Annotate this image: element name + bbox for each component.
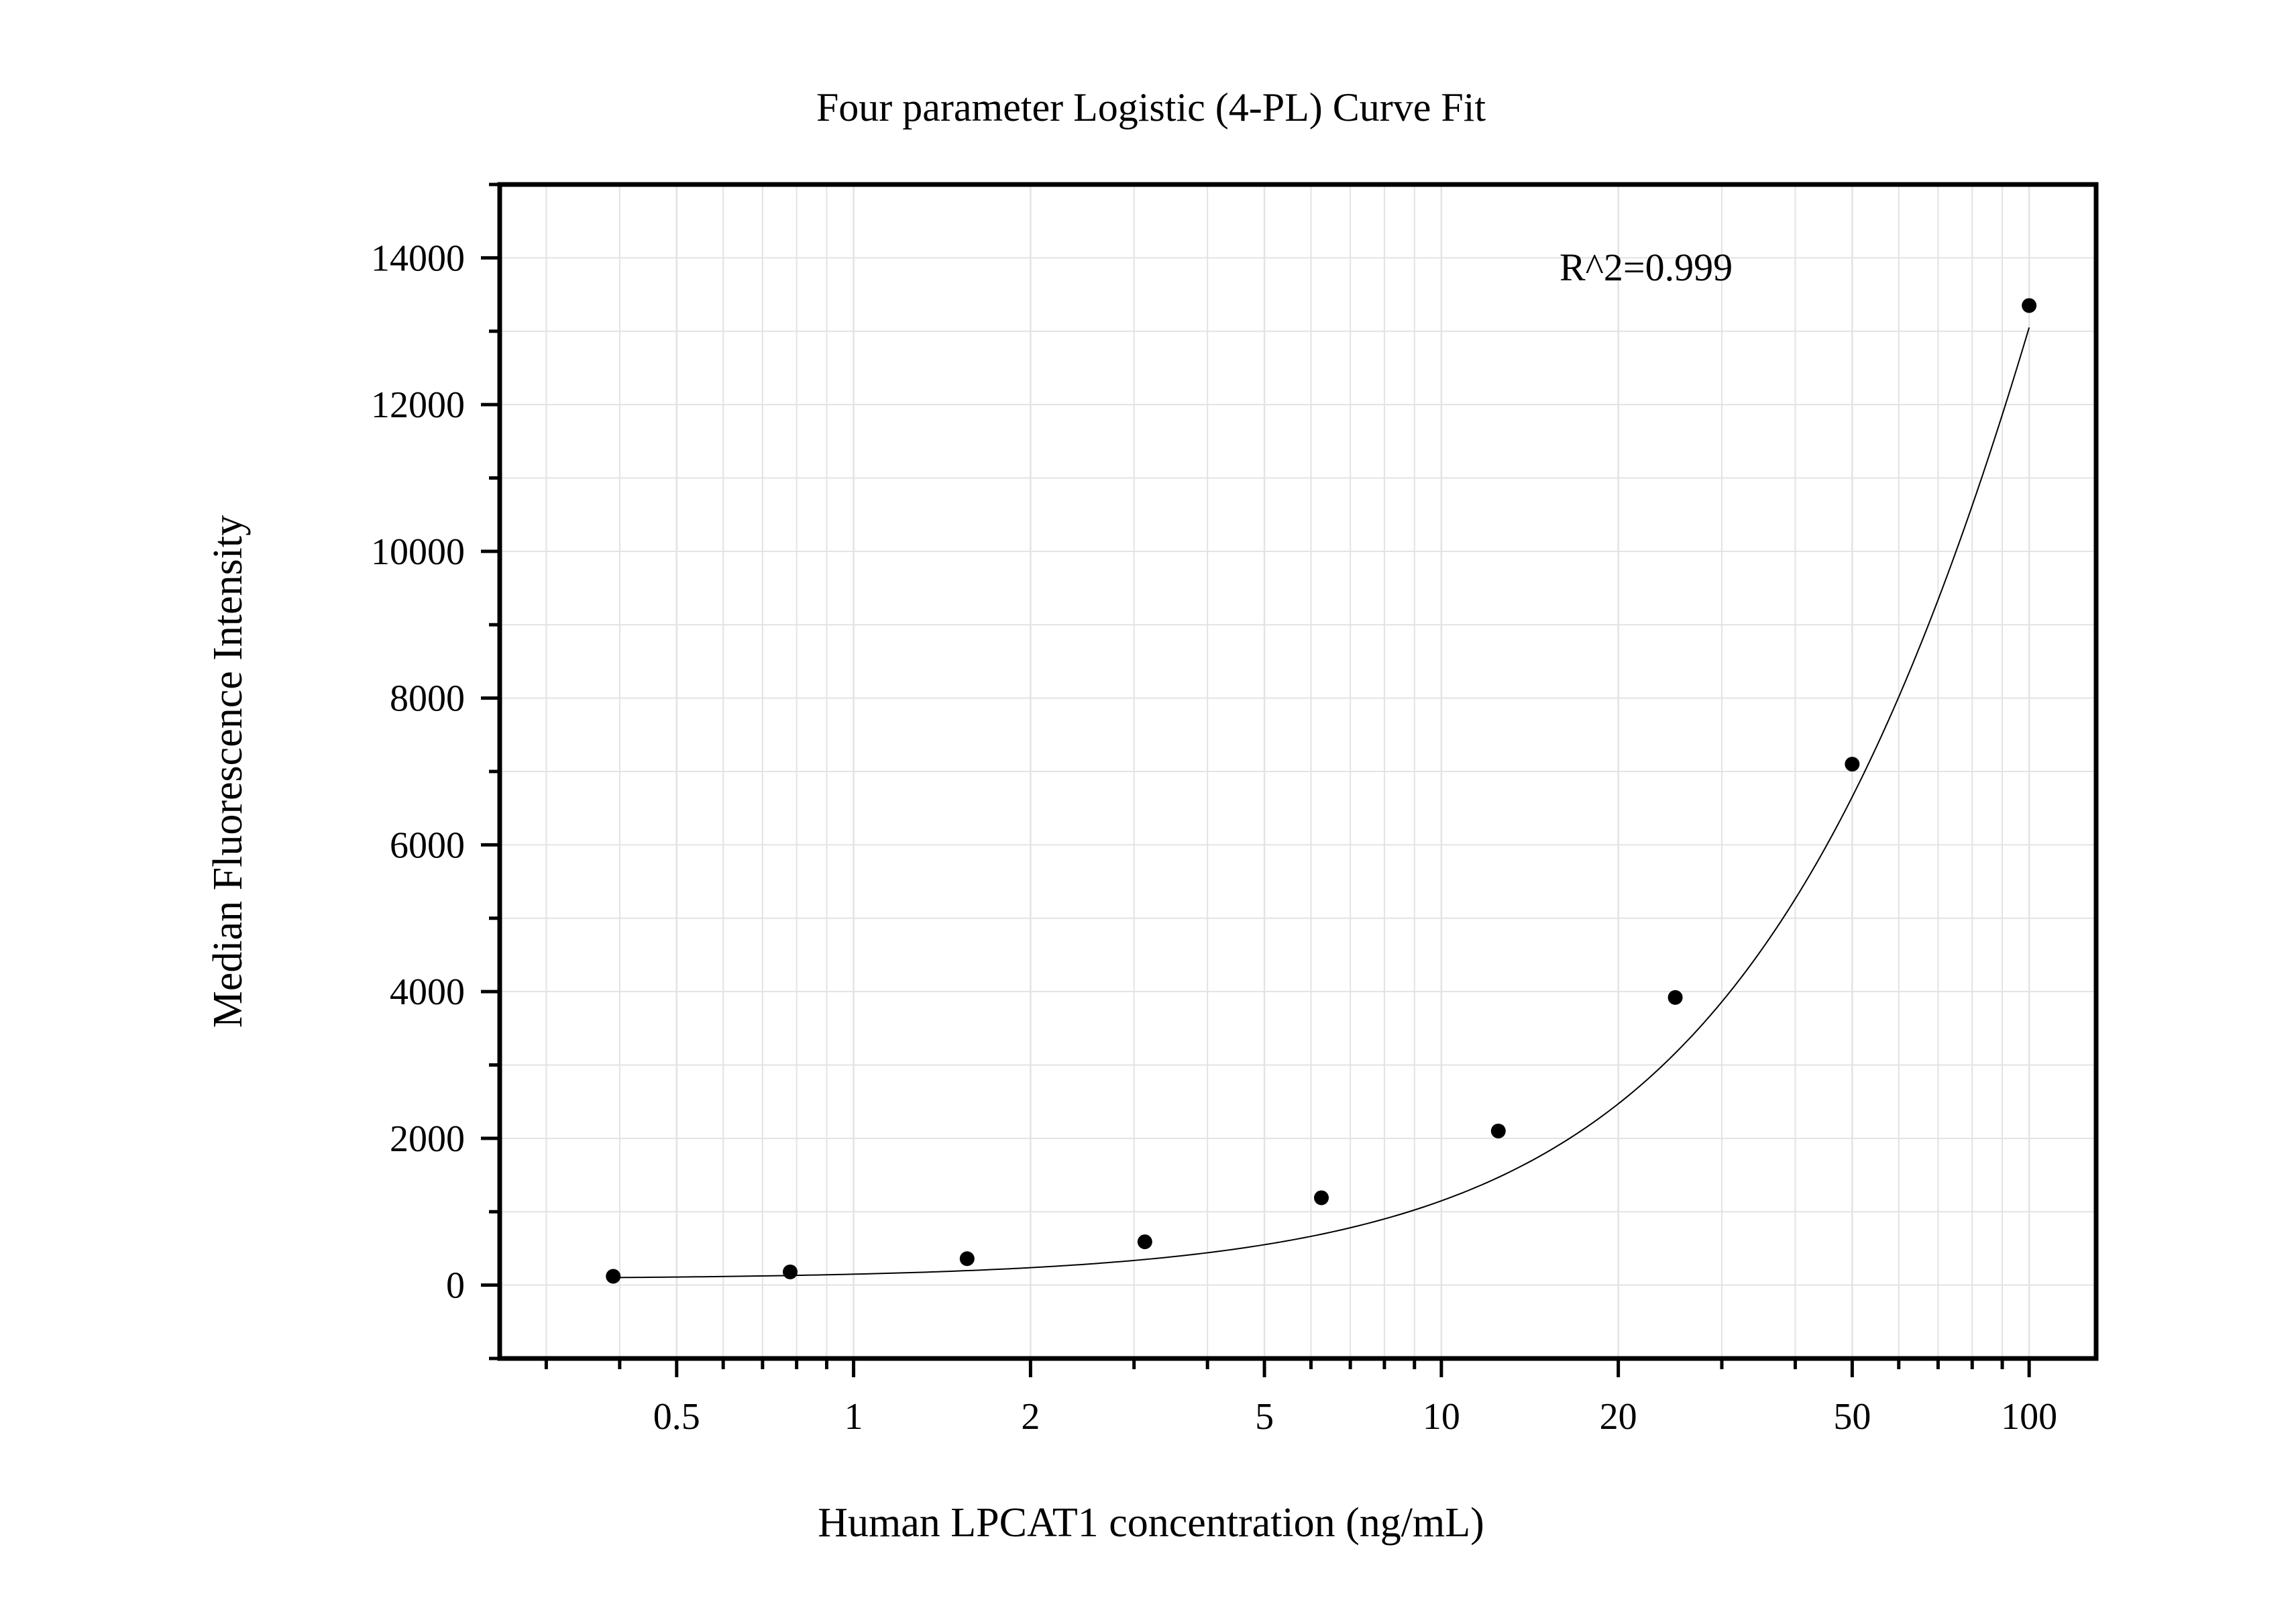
chart-title: Four parameter Logistic (4-PL) Curve Fit bbox=[816, 85, 1486, 129]
y-tick-label: 10000 bbox=[371, 531, 465, 573]
data-points bbox=[606, 298, 2037, 1284]
data-point bbox=[1490, 1123, 1506, 1138]
data-point bbox=[959, 1251, 975, 1267]
fit-curve bbox=[613, 327, 2030, 1279]
data-point bbox=[1313, 1190, 1329, 1206]
r-squared-annotation: R^2=0.999 bbox=[1560, 246, 1733, 289]
y-tick-label: 8000 bbox=[390, 678, 465, 720]
x-tick-label: 0.5 bbox=[653, 1396, 700, 1438]
axis-ticks bbox=[481, 182, 2031, 1377]
y-tick-label: 14000 bbox=[371, 237, 465, 279]
x-tick-label: 5 bbox=[1255, 1396, 1274, 1438]
y-tick-labels: 0 2000 4000 6000 8000 10000 12000 14000 bbox=[371, 237, 465, 1306]
x-tick-labels: 0.5 1 2 5 10 20 50 100 bbox=[653, 1396, 2057, 1438]
y-axis-label: Median Fluorescence Intensity bbox=[205, 515, 251, 1028]
y-tick-label: 12000 bbox=[371, 384, 465, 426]
x-tick-label: 1 bbox=[844, 1396, 863, 1438]
y-tick-label: 0 bbox=[446, 1265, 465, 1307]
x-tick-label: 100 bbox=[2001, 1396, 2057, 1438]
grid-lines bbox=[500, 184, 2096, 1358]
x-tick-label: 50 bbox=[1833, 1396, 1871, 1438]
data-point bbox=[2022, 298, 2037, 313]
x-axis-label: Human LPCAT1 concentration (ng/mL) bbox=[818, 1500, 1484, 1546]
data-point bbox=[1137, 1234, 1152, 1250]
data-point bbox=[783, 1264, 798, 1279]
data-point bbox=[1668, 990, 1683, 1005]
y-tick-label: 6000 bbox=[390, 824, 465, 866]
y-tick-label: 4000 bbox=[390, 971, 465, 1013]
data-point bbox=[606, 1269, 621, 1284]
data-point bbox=[1845, 757, 1860, 772]
x-tick-label: 20 bbox=[1600, 1396, 1637, 1438]
x-tick-label: 2 bbox=[1021, 1396, 1040, 1438]
y-tick-label: 2000 bbox=[390, 1118, 465, 1160]
x-tick-label: 10 bbox=[1423, 1396, 1460, 1438]
